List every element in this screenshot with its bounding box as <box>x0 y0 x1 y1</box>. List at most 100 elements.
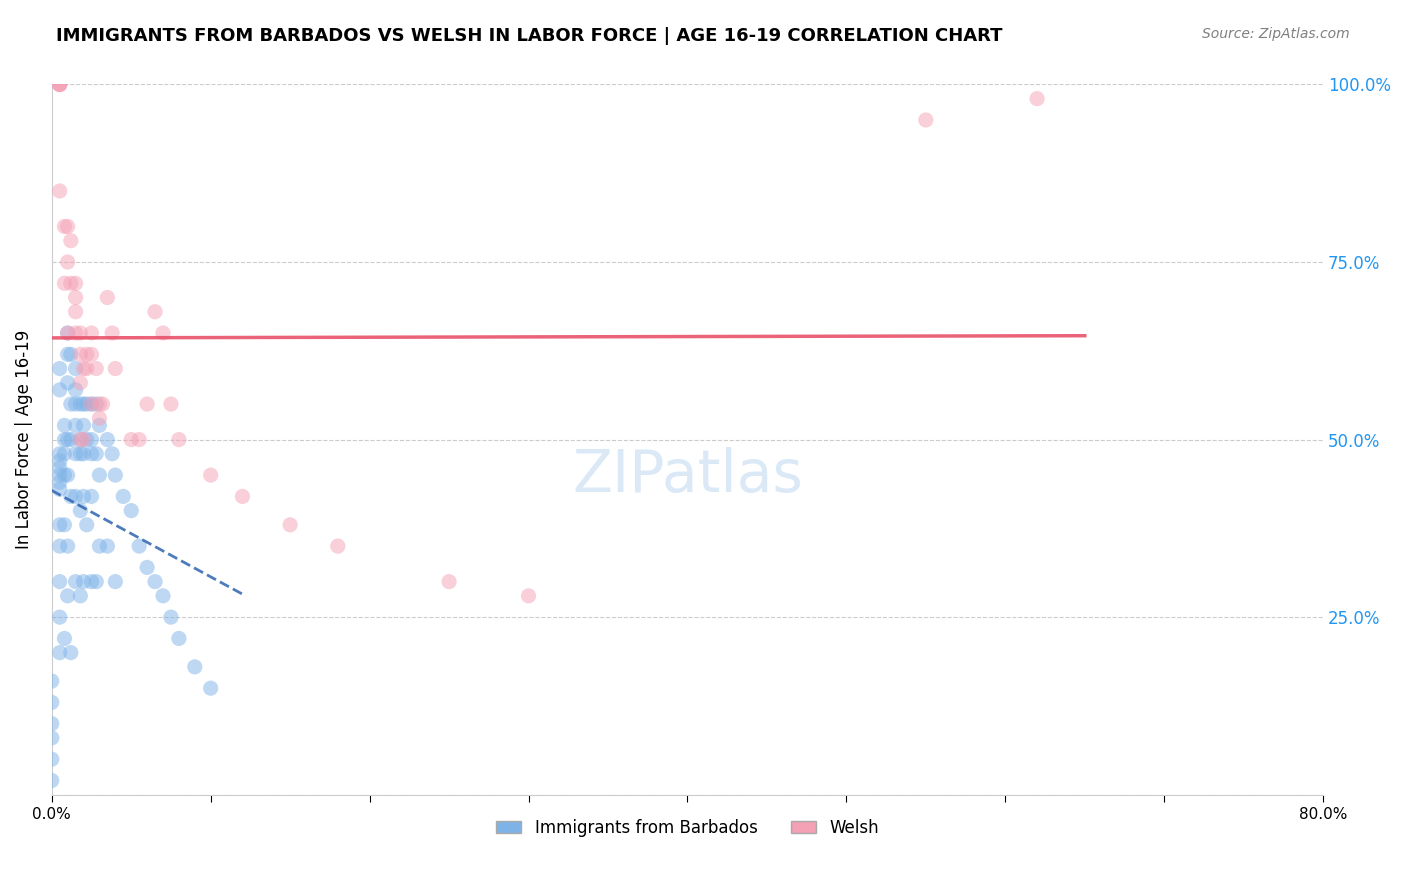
Point <box>53 277 76 291</box>
Point <box>76 361 98 376</box>
Point <box>96 539 118 553</box>
Point <box>104 574 127 589</box>
Point <box>59 646 82 660</box>
Legend: Immigrants from Barbados, Welsh: Immigrants from Barbados, Welsh <box>489 812 886 843</box>
Point <box>167 632 190 646</box>
Point <box>53 219 76 234</box>
Point <box>89 539 111 553</box>
Text: ZIPatlas: ZIPatlas <box>572 447 803 504</box>
Point <box>48 574 70 589</box>
Point <box>41 731 63 745</box>
Point <box>65 418 87 433</box>
Point <box>136 397 159 411</box>
Point <box>48 475 70 490</box>
Point <box>437 574 460 589</box>
Point <box>80 489 103 503</box>
Point <box>69 589 91 603</box>
Point <box>48 447 70 461</box>
Point <box>112 489 135 503</box>
Point <box>89 411 111 425</box>
Point <box>101 447 124 461</box>
Point <box>120 433 142 447</box>
Point <box>72 433 94 447</box>
Point <box>59 433 82 447</box>
Point <box>76 397 98 411</box>
Point <box>72 447 94 461</box>
Point <box>53 632 76 646</box>
Point <box>80 326 103 340</box>
Point <box>56 347 79 361</box>
Point <box>72 489 94 503</box>
Point <box>48 517 70 532</box>
Point <box>65 489 87 503</box>
Point <box>96 291 118 305</box>
Point <box>48 468 70 483</box>
Point <box>72 361 94 376</box>
Point <box>80 397 103 411</box>
Point <box>152 589 174 603</box>
Point <box>72 574 94 589</box>
Text: IMMIGRANTS FROM BARBADOS VS WELSH IN LABOR FORCE | AGE 16-19 CORRELATION CHART: IMMIGRANTS FROM BARBADOS VS WELSH IN LAB… <box>56 27 1002 45</box>
Point <box>1026 92 1049 106</box>
Point <box>41 773 63 788</box>
Point <box>89 468 111 483</box>
Point <box>65 326 87 340</box>
Point <box>200 468 222 483</box>
Point <box>59 397 82 411</box>
Point <box>41 752 63 766</box>
Point <box>65 361 87 376</box>
Point <box>48 646 70 660</box>
Point <box>65 383 87 397</box>
Point <box>72 418 94 433</box>
Point <box>53 418 76 433</box>
Point <box>41 695 63 709</box>
Point <box>167 433 190 447</box>
Point <box>48 78 70 92</box>
Point <box>104 468 127 483</box>
Point <box>143 304 166 318</box>
Point <box>56 539 79 553</box>
Point <box>69 326 91 340</box>
Point <box>65 277 87 291</box>
Point <box>65 397 87 411</box>
Point <box>160 397 183 411</box>
Point <box>56 589 79 603</box>
Point <box>231 489 253 503</box>
Point <box>76 433 98 447</box>
Point <box>65 574 87 589</box>
Point <box>914 112 936 127</box>
Point <box>56 433 79 447</box>
Point <box>48 483 70 497</box>
Point <box>76 347 98 361</box>
Point <box>80 347 103 361</box>
Point <box>84 361 107 376</box>
Point <box>56 326 79 340</box>
Point <box>101 326 124 340</box>
Point <box>56 219 79 234</box>
Point <box>517 589 540 603</box>
Point <box>152 326 174 340</box>
Y-axis label: In Labor Force | Age 16-19: In Labor Force | Age 16-19 <box>15 330 32 549</box>
Point <box>84 447 107 461</box>
Point <box>128 433 150 447</box>
Point <box>48 78 70 92</box>
Point <box>48 383 70 397</box>
Point <box>128 539 150 553</box>
Point <box>160 610 183 624</box>
Point <box>69 503 91 517</box>
Point <box>69 433 91 447</box>
Point <box>69 347 91 361</box>
Point <box>84 397 107 411</box>
Point <box>65 447 87 461</box>
Point <box>48 78 70 92</box>
Point <box>69 376 91 390</box>
Point <box>143 574 166 589</box>
Text: Source: ZipAtlas.com: Source: ZipAtlas.com <box>1202 27 1350 41</box>
Point <box>41 674 63 689</box>
Point <box>65 304 87 318</box>
Point <box>59 489 82 503</box>
Point <box>48 78 70 92</box>
Point <box>59 277 82 291</box>
Point <box>69 397 91 411</box>
Point <box>53 447 76 461</box>
